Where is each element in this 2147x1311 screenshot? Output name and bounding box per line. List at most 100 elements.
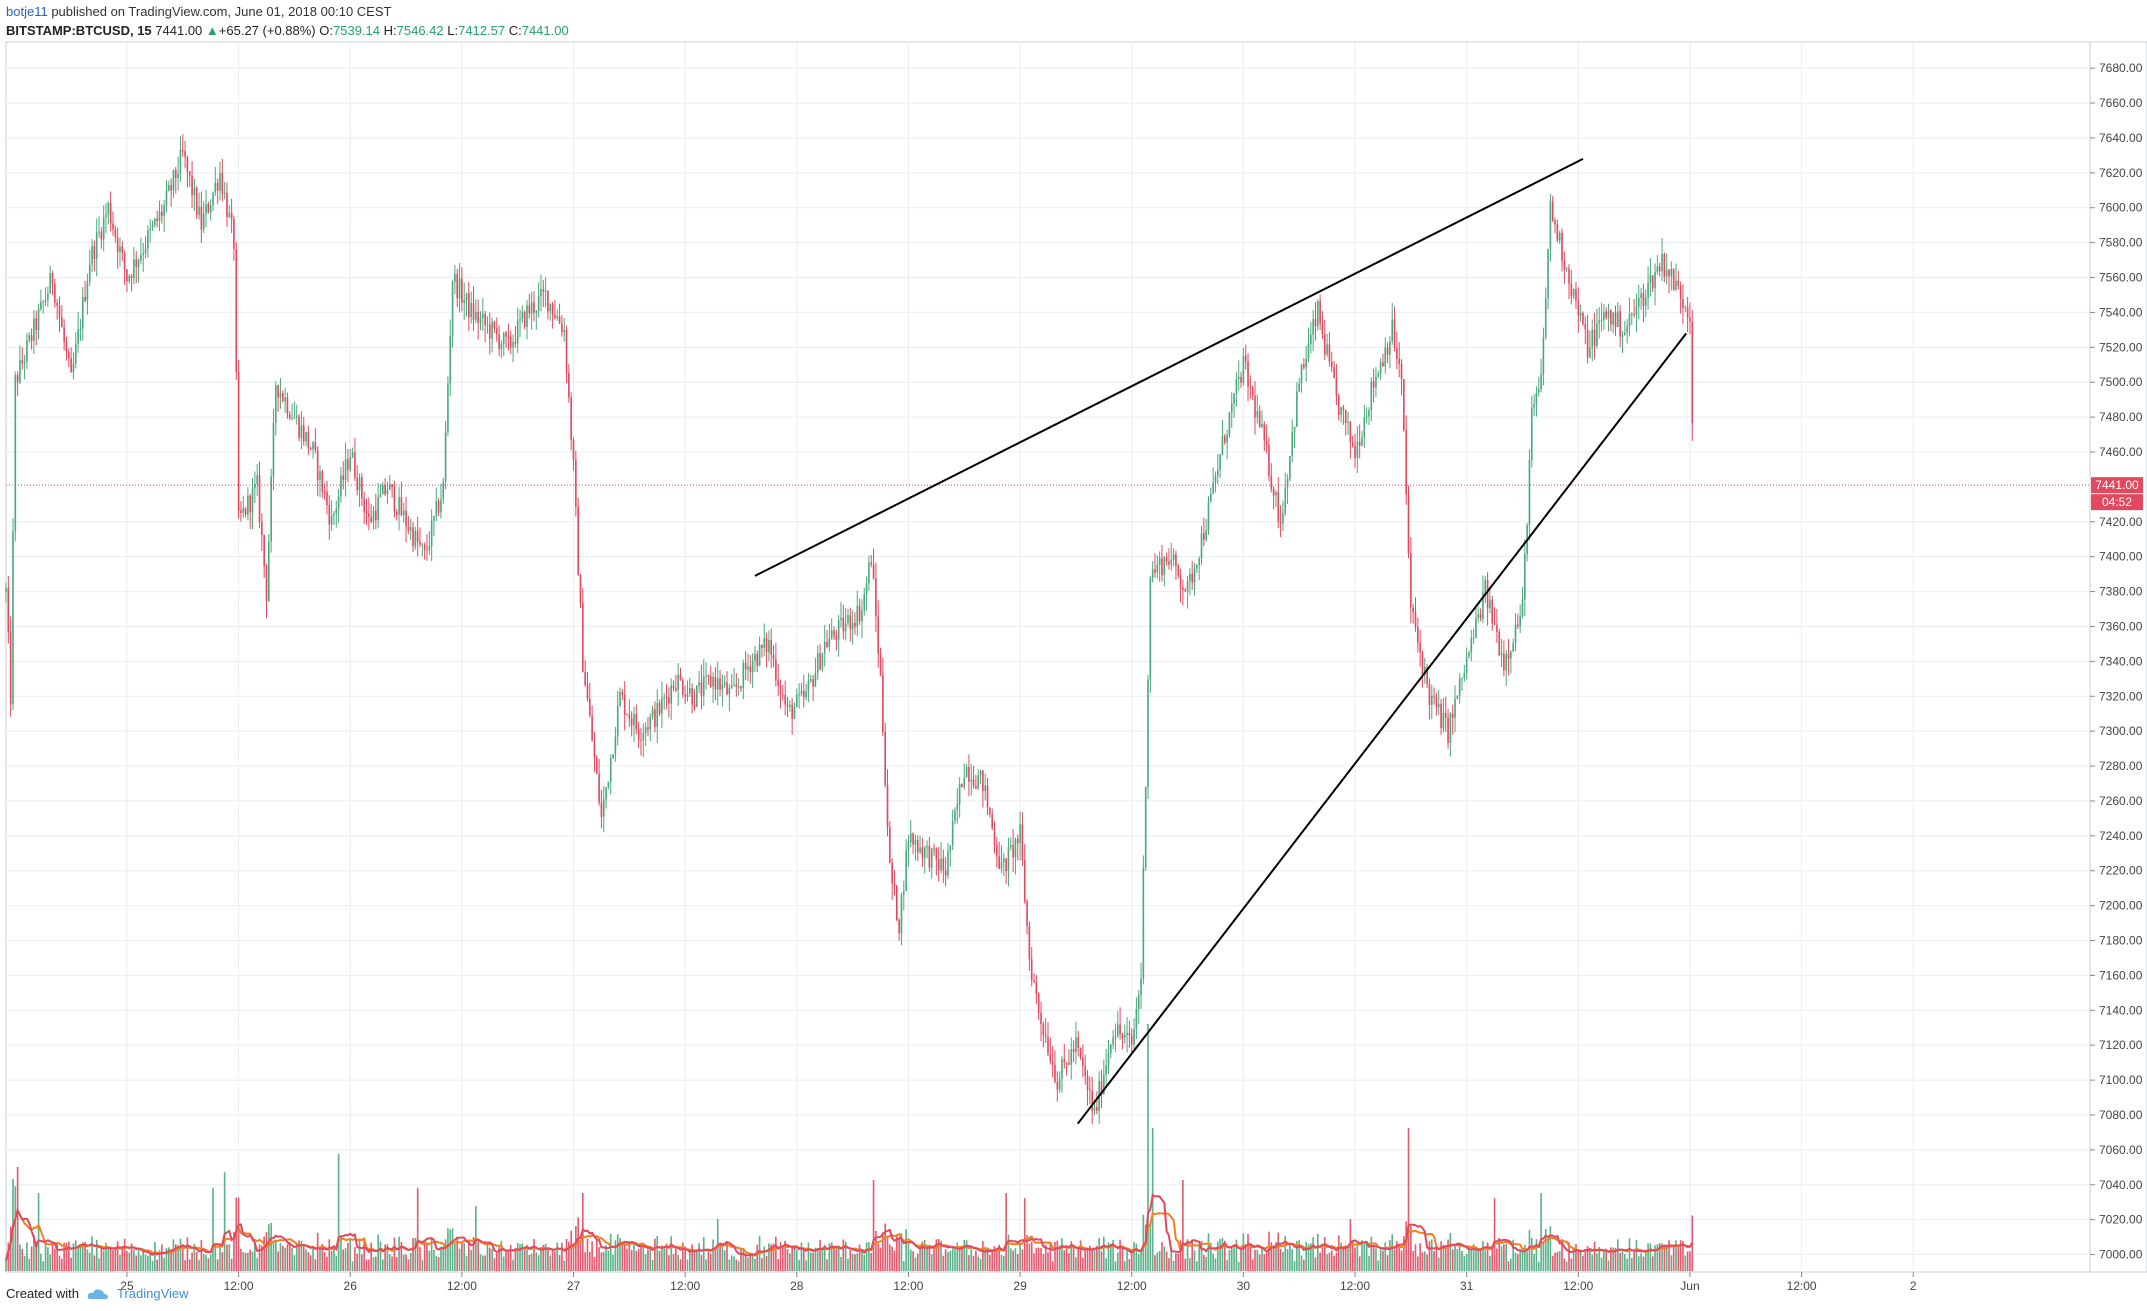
volume-bar: [112, 1249, 114, 1271]
candle-body: [1170, 559, 1173, 565]
time-tick-label: 12:00: [670, 1279, 700, 1293]
volume-bar: [454, 1243, 456, 1271]
volume-bar: [1093, 1247, 1096, 1271]
candle-body: [719, 678, 721, 690]
volume-bar: [200, 1239, 203, 1271]
volume-bar: [635, 1250, 638, 1271]
volume-bar: [1440, 1241, 1442, 1271]
candle-body: [996, 845, 998, 857]
volume-bar: [1240, 1247, 1242, 1271]
volume-bar: [751, 1253, 754, 1271]
volume-bar: [1112, 1240, 1114, 1271]
candle-body: [609, 757, 612, 782]
candle-body: [728, 687, 731, 695]
candle-body: [58, 305, 61, 318]
volume-bar: [670, 1236, 673, 1271]
volume-bar: [677, 1254, 679, 1271]
candle-body: [837, 620, 840, 640]
volume-bar: [44, 1244, 47, 1271]
volume-bar: [928, 1244, 931, 1271]
candle-body: [1633, 313, 1635, 315]
candle-body: [905, 850, 907, 892]
volume-bar: [1342, 1246, 1345, 1271]
candle-body: [170, 185, 172, 191]
volume-bar: [754, 1258, 756, 1271]
volume-bar: [442, 1246, 445, 1271]
volume-bar: [1051, 1261, 1054, 1271]
candle-body: [1612, 312, 1615, 325]
volume-bar: [749, 1254, 752, 1271]
candle-body: [228, 212, 231, 218]
candle-body: [1347, 421, 1349, 423]
volume-bar: [1603, 1251, 1605, 1271]
candle-body: [1172, 554, 1175, 560]
volume-bar: [72, 1243, 75, 1271]
tradingview-brand[interactable]: TradingView: [116, 1286, 189, 1301]
author-link[interactable]: botje11: [6, 4, 48, 19]
volume-bar: [1284, 1235, 1287, 1271]
candle-body: [1156, 564, 1159, 573]
volume-bar: [1200, 1240, 1203, 1271]
volume-bar: [440, 1246, 442, 1271]
volume-bar: [261, 1245, 263, 1271]
volume-bar: [747, 1257, 749, 1271]
symbol-label[interactable]: BITSTAMP:BTCUSD, 15: [6, 23, 152, 38]
candle-body: [484, 313, 486, 325]
volume-bar: [902, 1261, 905, 1271]
volume-bar: [851, 1253, 854, 1271]
volume-bar: [330, 1250, 333, 1271]
volume-bar: [105, 1242, 107, 1271]
candle-body: [593, 740, 596, 758]
volume-bar: [423, 1243, 426, 1271]
candle-body: [1079, 1047, 1082, 1058]
candle-body: [251, 488, 254, 513]
candle-body: [516, 320, 519, 344]
volume-bar: [1624, 1254, 1626, 1271]
volume-bar: [1086, 1248, 1089, 1271]
candle-body: [614, 736, 617, 755]
volume-bar: [249, 1249, 252, 1271]
candle-body: [884, 732, 887, 785]
candle-body: [1598, 320, 1601, 324]
volume-bar: [333, 1245, 335, 1271]
volume-bar: [868, 1242, 870, 1271]
volume-bar: [428, 1250, 431, 1271]
candle-body: [1472, 637, 1475, 639]
candle-body: [1551, 201, 1554, 221]
candle-body: [630, 718, 633, 726]
volume-bar: [947, 1252, 949, 1271]
candle-body: [1642, 293, 1645, 306]
candle-body: [1458, 678, 1461, 696]
candle-body: [1165, 557, 1168, 562]
volume-bar: [533, 1239, 535, 1271]
volume-bar: [1675, 1240, 1677, 1271]
candle-body: [177, 173, 179, 179]
volume-bar: [1037, 1247, 1040, 1271]
volume-bar: [1628, 1238, 1631, 1271]
candle-body: [896, 885, 898, 921]
volume-bar: [961, 1246, 963, 1271]
candle-body: [9, 631, 12, 705]
candle-body: [1054, 1064, 1056, 1083]
candle-body: [1275, 492, 1277, 496]
change-arrow-icon: ▲: [205, 23, 219, 38]
candle-body: [1212, 482, 1214, 494]
candle-body: [1461, 677, 1463, 679]
volume-bar: [1614, 1247, 1617, 1271]
price-tick-label: 7300.00: [2099, 724, 2143, 738]
candle-body: [430, 520, 433, 547]
candle-body: [1486, 579, 1489, 609]
candle-body: [1484, 579, 1487, 593]
candle-body: [1691, 321, 1694, 424]
candle-body: [133, 259, 135, 279]
candle-body: [558, 316, 561, 324]
open-value: 7539.14: [333, 23, 380, 38]
volume-bar: [730, 1255, 733, 1271]
candle-body: [991, 814, 993, 828]
candle-body: [1342, 407, 1345, 410]
candle-body: [261, 522, 263, 536]
close-value: 7441.00: [521, 23, 569, 38]
candle-body: [37, 308, 40, 331]
volume-bar: [1140, 1249, 1142, 1271]
